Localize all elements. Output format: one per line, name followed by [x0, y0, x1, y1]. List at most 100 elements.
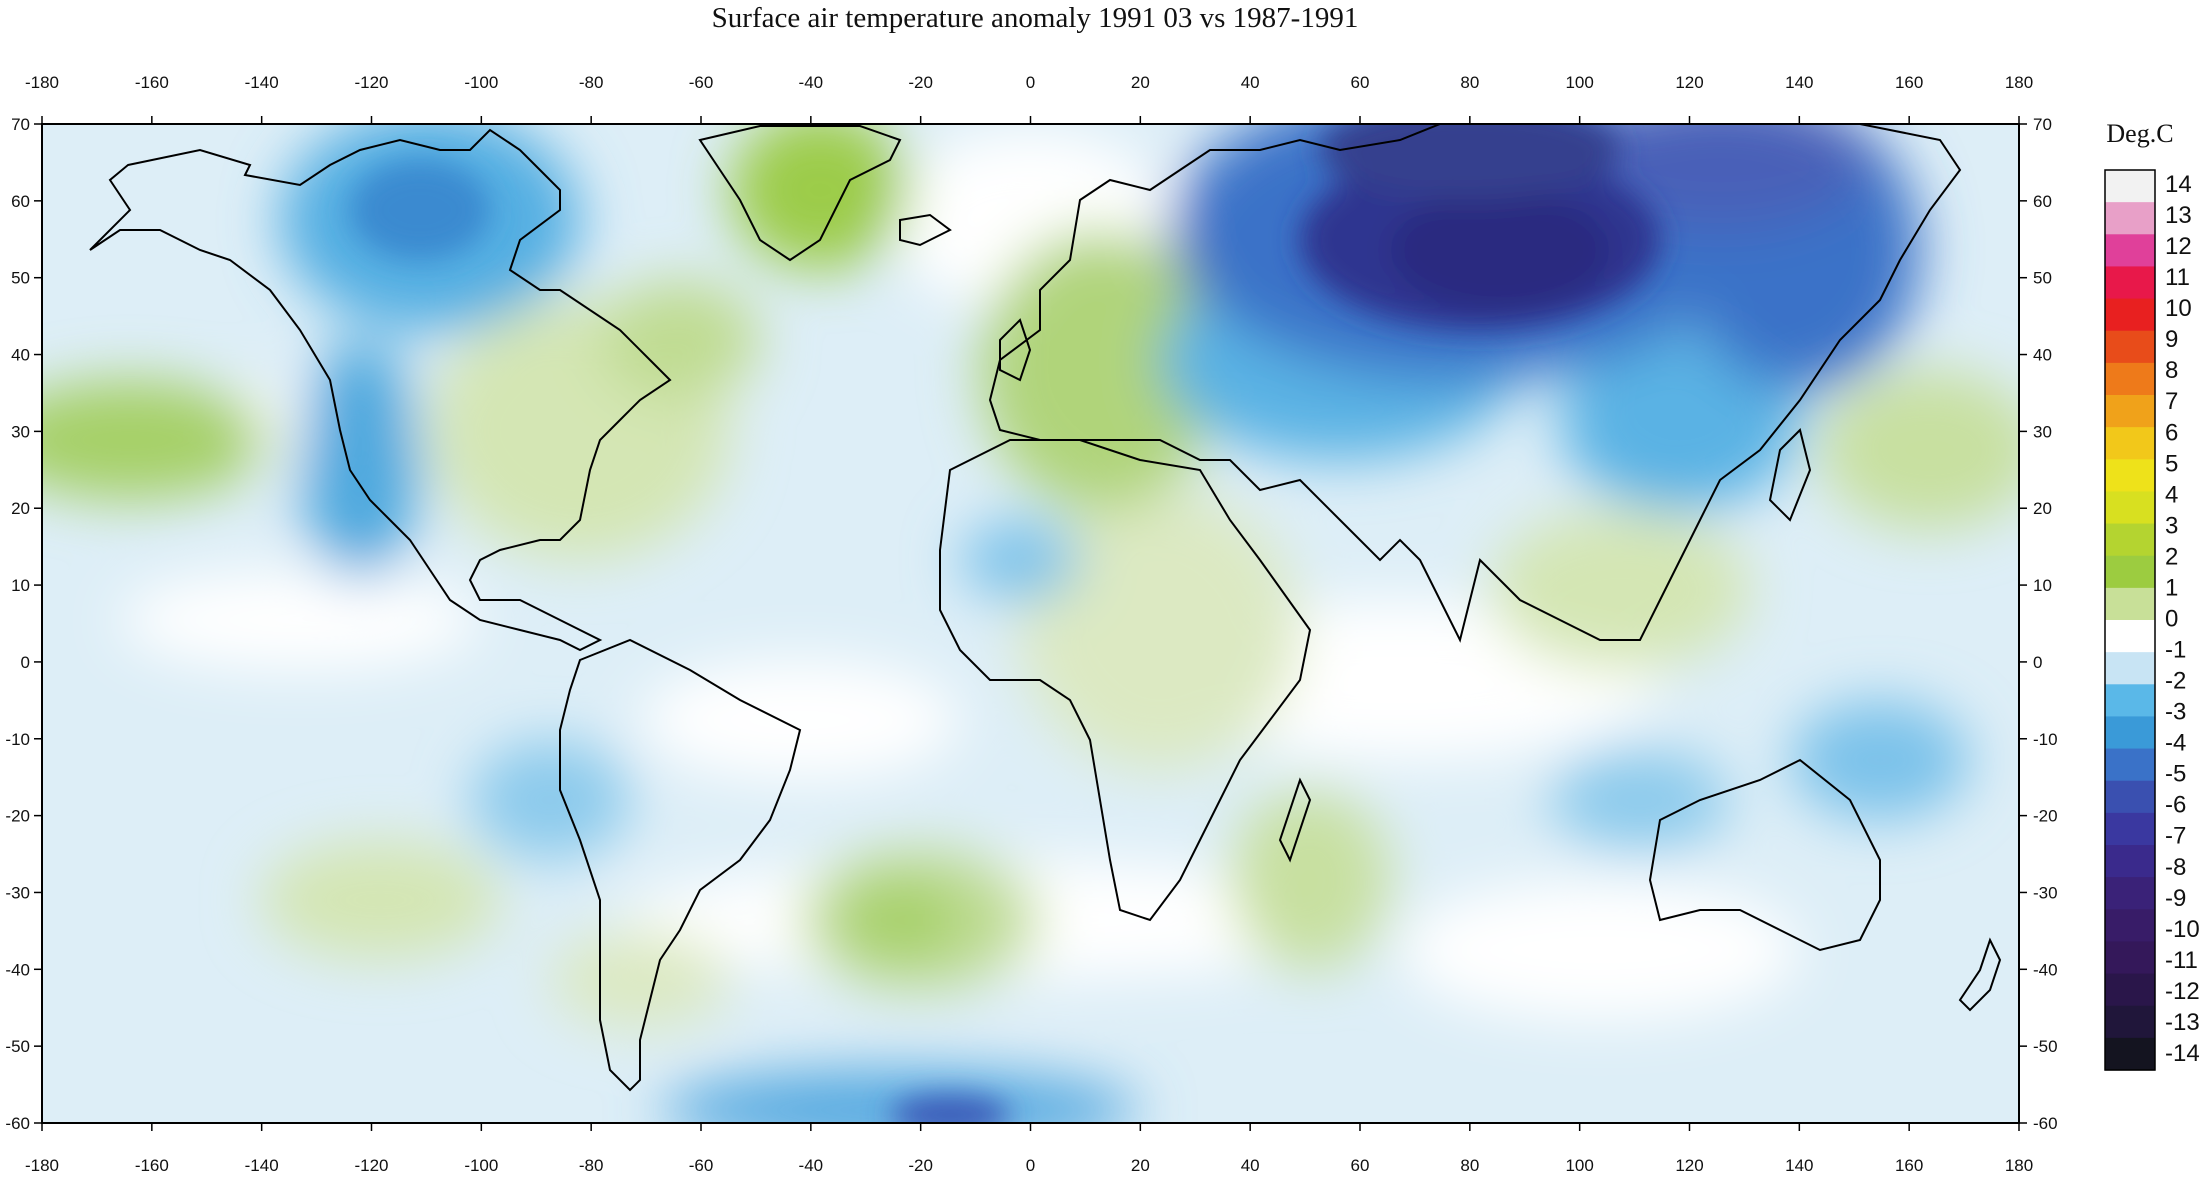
lat-tick: -10 -10 [5, 730, 2057, 749]
colorbar-label: 14 [2165, 171, 2192, 198]
lon-tick: 40 40 [1241, 73, 1260, 1175]
lon-tick-label-top: -100 [464, 73, 498, 92]
colorbar-segment [2105, 298, 2155, 332]
lat-tick-label-left: 10 [11, 576, 30, 595]
lon-tick: 00 [1026, 73, 1035, 1175]
colorbar-label: 11 [2165, 264, 2190, 291]
lon-tick-label-top: 0 [1026, 73, 1035, 92]
lat-tick: 10 10 [11, 576, 2052, 595]
coast-eurasia [988, 124, 1962, 643]
colorbar-label: 13 [2165, 202, 2192, 229]
lat-tick-label-left: -20 [5, 807, 30, 826]
colorbar-label: -3 [2165, 699, 2186, 726]
lon-tick-label-bottom: -40 [799, 1156, 824, 1175]
lon-tick: -40 -40 [799, 73, 824, 1175]
coast-madagascar [1278, 777, 1312, 863]
colorbar-segment [2105, 202, 2155, 235]
lon-tick-label-top: 100 [1565, 73, 1593, 92]
anomaly-field [42, 124, 2019, 1123]
lat-tick-label-left: -10 [5, 730, 30, 749]
lon-tick-label-top: -20 [908, 73, 933, 92]
lon-tick-label-top: -180 [25, 73, 59, 92]
colorbar-label: 5 [2165, 450, 2178, 477]
coast-japan [1768, 428, 1812, 522]
lon-tick-label-top: 40 [1241, 73, 1260, 92]
lat-tick-label-left: 50 [11, 269, 30, 288]
lat-tick-label-left: -30 [5, 883, 30, 902]
lat-tick-label-right: 50 [2033, 269, 2052, 288]
lat-tick-label-right: 70 [2033, 115, 2052, 134]
colorbar-label: 3 [2165, 512, 2178, 539]
lon-tick: 80 80 [1460, 73, 1479, 1175]
coast-iceland [899, 213, 952, 247]
lat-tick-label-right: -40 [2033, 960, 2058, 979]
colorbar-label: -12 [2165, 978, 2200, 1005]
lon-tick-label-bottom: -20 [908, 1156, 933, 1175]
coast-greenland [698, 125, 902, 262]
map-axes: -180-180-160-160-140-140-120-120-100-100… [5, 73, 2057, 1175]
colorbar-segment [2105, 395, 2155, 428]
coastlines [89, 124, 2002, 1092]
colorbar-label: -9 [2165, 885, 2186, 912]
colorbar-label: 10 [2165, 295, 2192, 322]
lon-tick-label-bottom: -140 [245, 1156, 279, 1175]
colorbar-segment [2105, 620, 2155, 653]
coast-africa [939, 439, 1312, 922]
lat-tick: 70 70 [11, 115, 2052, 134]
colorbar-segment [2105, 170, 2155, 203]
lat-tick-label-left: -60 [5, 1114, 30, 1133]
lon-tick-label-bottom: -160 [135, 1156, 169, 1175]
colorbar-label: 6 [2165, 419, 2178, 446]
lat-tick-label-left: 30 [11, 422, 30, 441]
lon-tick-label-top: 60 [1351, 73, 1370, 92]
lat-tick: -40 -40 [5, 960, 2057, 979]
lon-tick-label-bottom: 0 [1026, 1156, 1035, 1175]
colorbar-segment [2105, 330, 2155, 364]
colorbar-label: -8 [2165, 854, 2186, 881]
anomaly-blobs [42, 124, 2019, 1123]
coast-australia [1648, 758, 1881, 952]
colorbar-label: 7 [2165, 388, 2178, 415]
colorbar-segment [2105, 652, 2155, 685]
colorbar-label: 4 [2165, 481, 2178, 508]
map-title: Surface air temperature anomaly 1991 03 … [711, 2, 1359, 34]
lat-tick-label-right: 30 [2033, 422, 2052, 441]
colorbar-label: -6 [2165, 792, 2186, 819]
colorbar-segment [2105, 973, 2155, 1007]
lon-tick: 140 140 [1785, 73, 1813, 1175]
lon-tick: -140 -140 [245, 73, 279, 1175]
colorbar-segment [2105, 523, 2155, 557]
colorbar-segment [2105, 587, 2155, 621]
colorbar-segment [2105, 909, 2155, 943]
lon-tick-label-top: -80 [579, 73, 604, 92]
colorbar-label: 9 [2165, 326, 2178, 353]
lon-tick-label-bottom: 180 [2005, 1156, 2033, 1175]
colorbar-segment [2105, 234, 2155, 268]
lat-tick-label-right: -60 [2033, 1114, 2058, 1133]
colorbar-label: -5 [2165, 761, 2186, 788]
colorbar-segment [2105, 780, 2155, 814]
lat-tick: -60 -60 [5, 1114, 2057, 1133]
lon-tick-label-top: 180 [2005, 73, 2033, 92]
lon-tick: -80 -80 [579, 73, 604, 1175]
colorbar: Deg.C14131211109876543210-1-2-3-4-5-6-7-… [2104, 119, 2200, 1071]
colorbar-segment [2105, 1037, 2155, 1071]
lat-tick-label-right: 20 [2033, 499, 2052, 518]
lon-tick-label-top: -60 [689, 73, 714, 92]
lat-tick: 60 60 [11, 192, 2052, 211]
coast-uk [999, 318, 1032, 382]
colorbar-segment [2105, 362, 2155, 396]
lat-tick: -50 -50 [5, 1037, 2057, 1056]
coast-north-america [89, 128, 672, 652]
lon-tick-label-bottom: 140 [1785, 1156, 1813, 1175]
lon-tick-label-top: 120 [1675, 73, 1703, 92]
lon-tick: 180 180 [2005, 73, 2033, 1175]
colorbar-label: 1 [2165, 574, 2178, 601]
lon-tick: -100 -100 [464, 73, 498, 1175]
lon-tick: 60 60 [1351, 73, 1370, 1175]
lon-tick-label-bottom: -80 [579, 1156, 604, 1175]
lon-tick: 120 120 [1675, 73, 1703, 1175]
coast-new-zealand [1958, 937, 2002, 1012]
